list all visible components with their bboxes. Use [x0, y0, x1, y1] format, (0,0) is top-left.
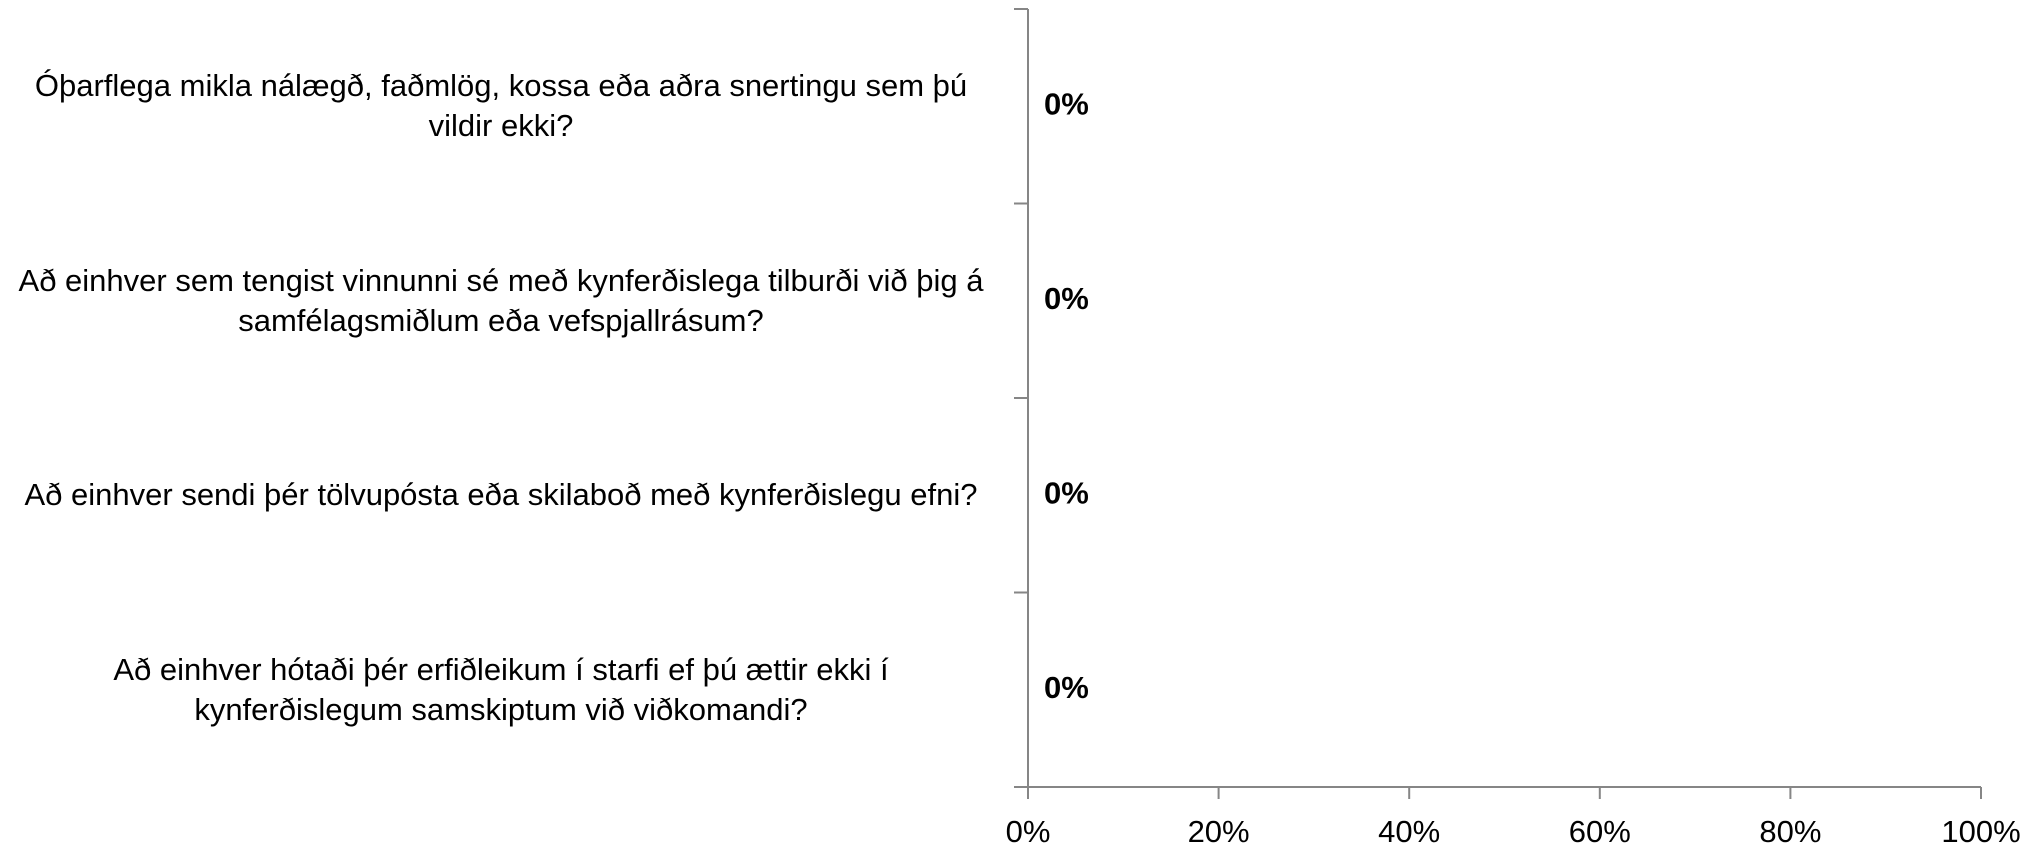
x-tick-label: 0%: [1006, 814, 1051, 847]
x-tick-label: 20%: [1188, 814, 1250, 847]
x-tick-label: 100%: [1941, 814, 2020, 847]
value-label: 0%: [1044, 86, 1089, 121]
x-tick-label: 40%: [1378, 814, 1440, 847]
category-label: Að einhver hótaði þér erfiðleikum í star…: [113, 651, 889, 727]
value-label: 0%: [1044, 281, 1089, 316]
value-label: 0%: [1044, 475, 1089, 510]
value-label: 0%: [1044, 670, 1089, 705]
category-label: Að einhver sem tengist vinnunni sé með k…: [18, 262, 984, 338]
category-label: Að einhver sendi þér tölvupósta eða skil…: [24, 477, 978, 513]
category-label: Óþarflega mikla nálægð, faðmlög, kossa e…: [34, 68, 968, 144]
x-tick-label: 60%: [1569, 814, 1631, 847]
x-tick-label: 80%: [1759, 814, 1821, 847]
